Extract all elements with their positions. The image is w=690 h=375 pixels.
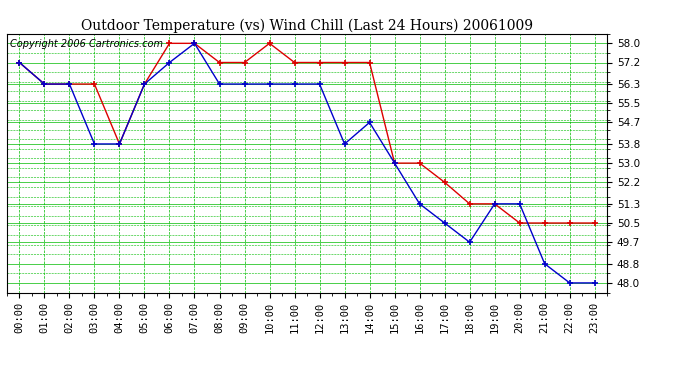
Title: Outdoor Temperature (vs) Wind Chill (Last 24 Hours) 20061009: Outdoor Temperature (vs) Wind Chill (Las… bbox=[81, 18, 533, 33]
Text: Copyright 2006 Cartronics.com: Copyright 2006 Cartronics.com bbox=[10, 39, 163, 49]
